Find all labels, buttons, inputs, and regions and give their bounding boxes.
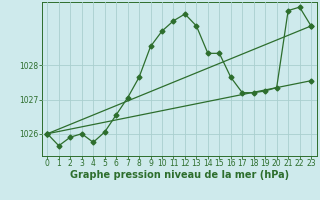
X-axis label: Graphe pression niveau de la mer (hPa): Graphe pression niveau de la mer (hPa) [70,170,289,180]
